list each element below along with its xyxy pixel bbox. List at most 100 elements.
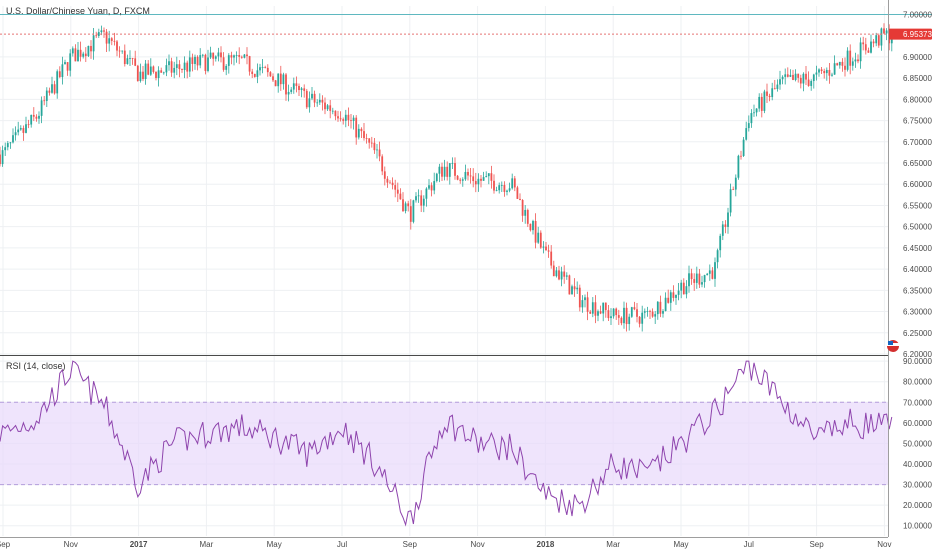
price-panel-title: U.S. Dollar/Chinese Yuan, D, FXCM [6, 6, 150, 16]
candle-body [729, 189, 732, 213]
candle-body [508, 188, 511, 191]
candle-body [32, 114, 35, 117]
candle-body [27, 124, 30, 126]
candle-body [342, 119, 345, 121]
candle-body [880, 28, 883, 46]
rsi-tick-label: 90.0000 [903, 357, 932, 366]
candle-body [636, 309, 638, 317]
price-tick-label: 6.45000 [903, 244, 932, 253]
candle-body [807, 79, 810, 86]
candle-body [399, 193, 402, 200]
candle-body [433, 181, 436, 191]
candle-body [331, 110, 334, 112]
candle-body [389, 182, 391, 184]
candle-body [789, 74, 792, 77]
candle-body [329, 105, 332, 111]
candle-body [165, 65, 168, 73]
candle-body [758, 96, 761, 109]
candle-body [519, 198, 521, 200]
candle-body [22, 128, 25, 133]
candle-body [667, 297, 670, 303]
rsi-tick-label: 70.0000 [903, 398, 932, 407]
price-tick-label: 6.20000 [903, 350, 932, 359]
candle-body [181, 69, 183, 70]
rsi-line[interactable] [0, 360, 893, 527]
time-tick-label: 2017 [130, 540, 148, 549]
candle-body [656, 301, 659, 315]
rsi-tick-label: 50.0000 [903, 439, 932, 448]
candle-body [448, 163, 451, 177]
candle-body [365, 138, 368, 139]
candle-body [571, 286, 573, 295]
candle-body [415, 196, 417, 201]
candle-body [360, 128, 363, 132]
candle-body [220, 52, 222, 58]
price-tick-label: 6.60000 [903, 180, 932, 189]
price-candles[interactable] [0, 23, 893, 332]
candle-body [459, 179, 462, 181]
candle-body [253, 73, 256, 77]
candle-body [209, 52, 212, 58]
candle-body [334, 110, 337, 117]
candle-body [188, 57, 191, 72]
candle-body [838, 61, 841, 66]
price-tick-label: 6.40000 [903, 265, 932, 274]
candle-body [373, 142, 376, 151]
candle-body [170, 61, 173, 73]
candle-body [794, 73, 797, 80]
candle-body [326, 105, 329, 110]
candle-body [14, 132, 17, 136]
candle-body [737, 155, 740, 178]
candle-body [121, 50, 124, 52]
candle-body [550, 251, 553, 266]
candle-body [464, 171, 467, 180]
candle-body [266, 67, 269, 73]
candle-body [786, 74, 789, 77]
candle-body [724, 224, 727, 227]
candle-body [129, 58, 131, 59]
candle-body [732, 189, 735, 191]
candle-body [742, 139, 745, 156]
time-tick-label: 2018 [537, 540, 555, 549]
candle-body [513, 178, 516, 188]
candle-body [825, 69, 828, 74]
candle-body [261, 67, 264, 68]
candle-body [175, 64, 178, 68]
candle-body [95, 35, 98, 37]
candle-body [376, 149, 378, 151]
candle-body [493, 180, 495, 191]
candle-body [17, 129, 20, 133]
candle-body [6, 143, 9, 148]
candle-body [630, 307, 633, 317]
candle-body [500, 184, 503, 186]
candle-body [672, 292, 675, 298]
candle-body [511, 178, 514, 189]
candle-body [823, 71, 826, 74]
candle-body [662, 311, 664, 314]
candle-body [836, 63, 839, 66]
candle-body [472, 176, 475, 182]
candle-body [303, 88, 306, 91]
candle-body [708, 270, 711, 274]
candle-body [675, 294, 677, 298]
candle-body [711, 270, 714, 279]
price-tick-label: 6.75000 [903, 117, 932, 126]
candle-body [771, 88, 774, 98]
candle-body [516, 187, 519, 199]
candle-body [305, 90, 308, 108]
candle-body [45, 90, 48, 101]
candle-body [734, 177, 737, 190]
candle-body [337, 116, 339, 119]
candle-body [706, 273, 709, 276]
candle-body [298, 85, 300, 91]
candle-body [420, 195, 423, 206]
candle-body [370, 142, 373, 144]
candle-body [1, 150, 4, 165]
candle-body [805, 73, 807, 80]
candle-body [885, 30, 888, 34]
us-china-flag-icon[interactable] [887, 340, 899, 352]
candle-body [576, 287, 579, 290]
candle-body [157, 70, 160, 79]
candle-body [173, 67, 176, 73]
